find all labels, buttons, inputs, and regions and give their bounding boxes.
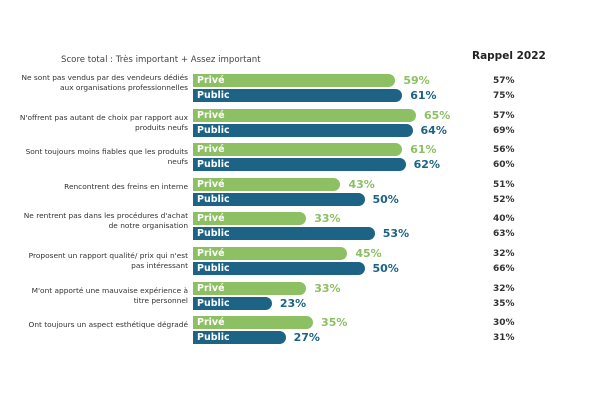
bar-public: Public xyxy=(193,262,365,275)
rappel-value-public: 35% xyxy=(493,299,515,309)
bar-series-label: Public xyxy=(197,263,230,274)
bar-series-label: Public xyxy=(197,125,230,136)
value-label-prive: 65% xyxy=(423,109,451,122)
value-label-public: 62% xyxy=(413,158,440,171)
bar-public: Public xyxy=(193,158,406,171)
rappel-2022-header: Rappel 2022 xyxy=(472,50,546,62)
bar-series-label: Privé xyxy=(197,110,225,121)
value-label-prive: 33% xyxy=(314,282,341,295)
rappel-value-public: 69% xyxy=(493,126,515,136)
category-label: Proposent un rapport qualité/ prix qui n… xyxy=(28,251,188,270)
bar-public: Public xyxy=(193,331,286,344)
value-label-prive: 59% xyxy=(403,74,430,87)
rappel-value-public: 75% xyxy=(493,91,515,101)
bar-series-label: Privé xyxy=(197,317,225,328)
value-label-public: 61% xyxy=(410,89,437,102)
rappel-value-prive: 40% xyxy=(493,214,515,224)
rappel-value-prive: 32% xyxy=(493,249,515,259)
category-label: Sont toujours moins fiables que les prod… xyxy=(25,147,188,166)
bar-series-label: Public xyxy=(197,90,230,101)
value-label-prive: 35% xyxy=(321,316,348,329)
bar-public: Public xyxy=(193,227,375,240)
bar-series-label: Public xyxy=(197,159,230,170)
value-label-prive: 45% xyxy=(355,247,382,260)
category-label: Ne rentrent pas dans les procédures d'ac… xyxy=(23,211,188,230)
category-label: N'offrent pas autant de choix par rappor… xyxy=(19,113,188,132)
bar-series-label: Privé xyxy=(197,248,225,259)
bar-prive: Privé xyxy=(193,109,416,122)
bar-series-label: Privé xyxy=(197,283,225,294)
rappel-value-public: 66% xyxy=(493,264,515,274)
bar-public: Public xyxy=(193,89,403,102)
value-label-prive: 43% xyxy=(348,178,375,191)
bar-series-label: Privé xyxy=(197,213,225,224)
value-label-public: 53% xyxy=(382,227,410,240)
value-label-public: 50% xyxy=(372,193,399,206)
rappel-value-public: 31% xyxy=(493,333,515,343)
rappel-value-public: 60% xyxy=(493,160,515,170)
category-label: M'ont apporté une mauvaise expérience à … xyxy=(31,286,188,305)
bar-prive: Privé xyxy=(193,74,396,87)
bar-series-label: Public xyxy=(197,298,230,309)
rappel-value-prive: 51% xyxy=(493,180,515,190)
bar-series-label: Privé xyxy=(197,179,225,190)
bar-public: Public xyxy=(193,297,272,310)
bar-series-label: Public xyxy=(197,228,230,239)
bar-prive: Privé xyxy=(193,143,403,156)
rappel-value-prive: 57% xyxy=(493,111,515,121)
rappel-value-public: 63% xyxy=(493,229,515,239)
value-label-public: 23% xyxy=(279,297,307,310)
bar-prive: Privé xyxy=(193,212,307,225)
rappel-value-prive: 57% xyxy=(493,76,515,86)
category-label: Ne sont pas vendus par des vendeurs dédi… xyxy=(21,73,188,92)
bar-series-label: Public xyxy=(197,332,230,343)
rappel-value-prive: 32% xyxy=(493,284,515,294)
bar-series-label: Privé xyxy=(197,144,225,155)
bar-series-label: Public xyxy=(197,194,230,205)
value-label-public: 50% xyxy=(372,262,399,275)
bar-prive: Privé xyxy=(193,282,307,295)
category-label: Rencontrent des freins en interne xyxy=(64,182,188,191)
bar-series-label: Privé xyxy=(197,75,225,86)
value-label-prive: 33% xyxy=(314,212,341,225)
value-label-public: 27% xyxy=(293,331,320,344)
chart-subtitle: Score total : Très important + Assez imp… xyxy=(61,55,261,65)
bar-prive: Privé xyxy=(193,316,314,329)
bar-prive: Privé xyxy=(193,247,348,260)
bar-public: Public xyxy=(193,193,365,206)
rappel-value-prive: 30% xyxy=(493,318,515,328)
rappel-value-prive: 56% xyxy=(493,145,515,155)
value-label-public: 64% xyxy=(420,124,447,137)
bar-public: Public xyxy=(193,124,413,137)
category-label: Ont toujours un aspect esthétique dégrad… xyxy=(28,320,188,329)
bar-prive: Privé xyxy=(193,178,341,191)
rappel-value-public: 52% xyxy=(493,195,515,205)
value-label-prive: 61% xyxy=(410,143,437,156)
